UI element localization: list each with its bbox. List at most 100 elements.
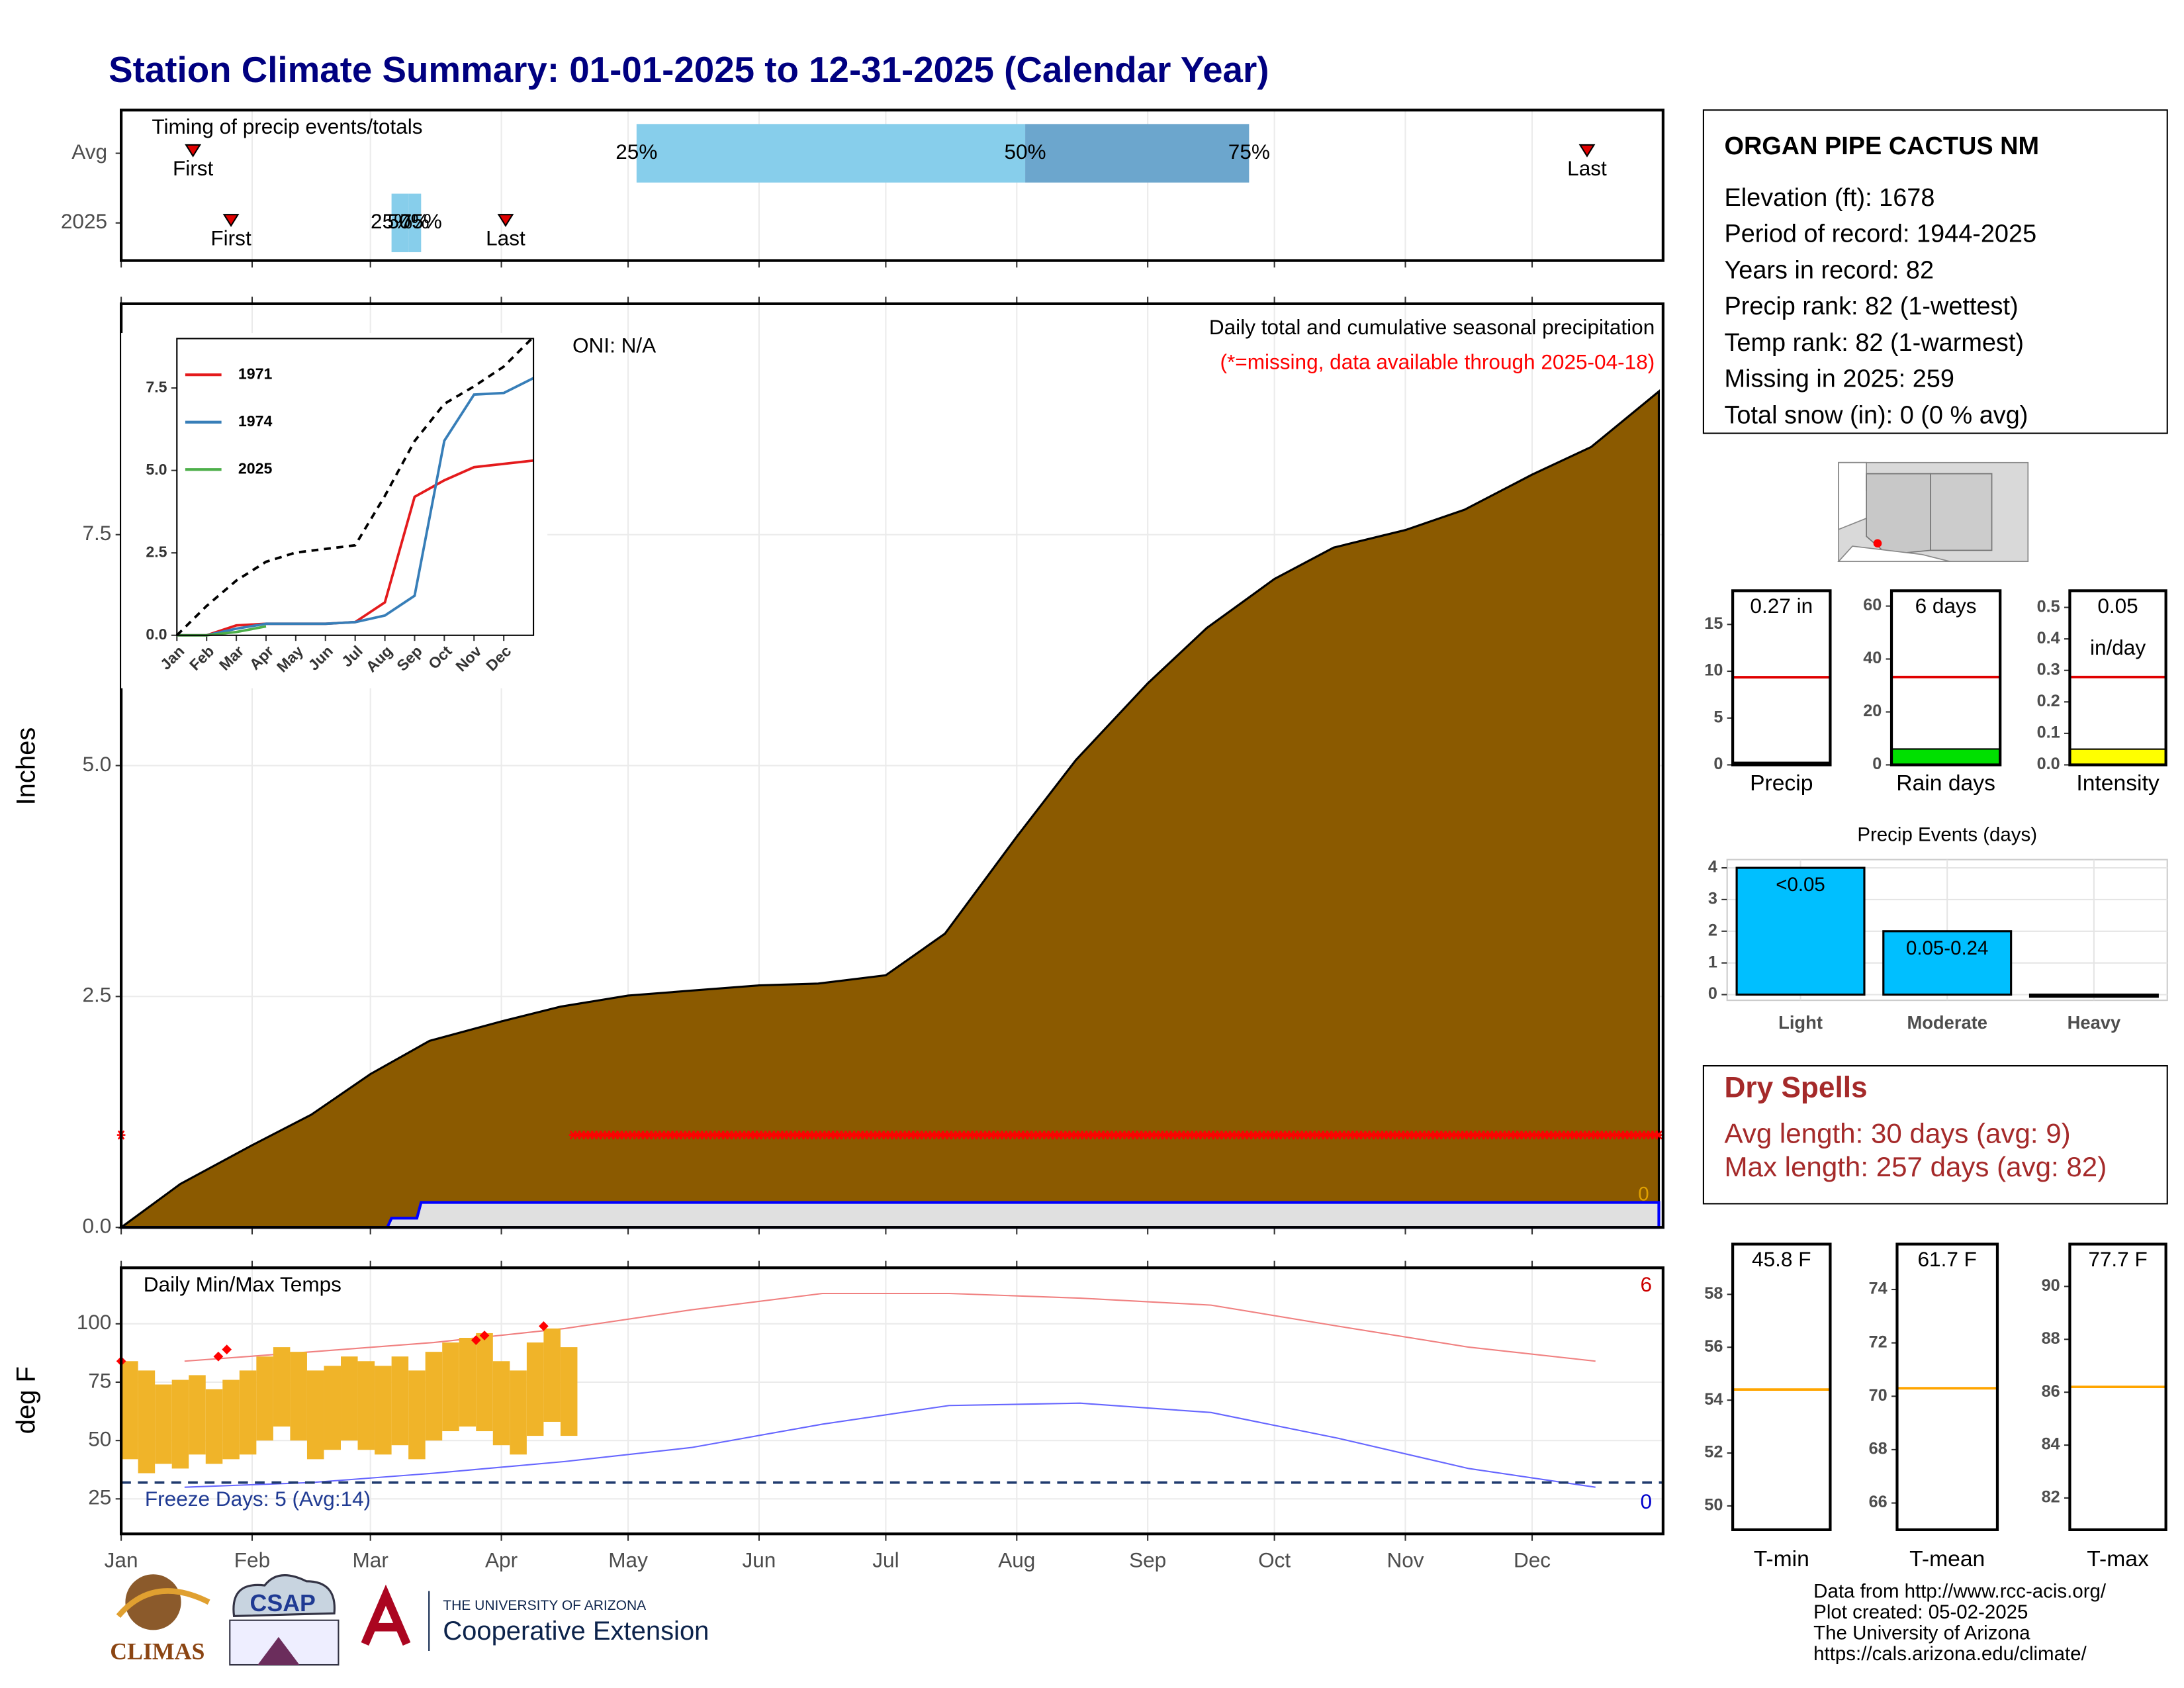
bar <box>1882 930 2013 996</box>
cumulative-area <box>118 389 1661 1229</box>
x-tick-label: Light <box>1778 1012 1823 1033</box>
x-tick-label: May <box>608 1548 648 1572</box>
y-tick-label: 20 <box>1863 702 1882 720</box>
temp-bar <box>222 1380 240 1460</box>
plot-frame <box>1731 589 1832 767</box>
plot-frame <box>2068 1243 2167 1531</box>
inset-frame <box>176 338 535 636</box>
annotation: ONI: N/A <box>572 333 656 357</box>
credit-line: The University of Arizona <box>1813 1622 2030 1644</box>
plot-frame <box>1895 1243 1999 1531</box>
record-marker <box>222 1344 232 1354</box>
avg-temp-line <box>184 1292 1596 1362</box>
y-tick-label: 15 <box>1704 614 1723 633</box>
x-axis-label: Intensity <box>2076 771 2160 796</box>
quantile-label: 75% <box>1228 140 1270 164</box>
quantile-label: 50% <box>1004 140 1046 164</box>
freeze-label: Freeze Days: 5 (Avg:14) <box>145 1487 371 1511</box>
quantile-bar <box>391 193 409 252</box>
panel-title: Precip Events (days) <box>1857 824 2037 846</box>
y-tick-label: 72 <box>1869 1333 1888 1351</box>
temp-bar <box>476 1333 493 1432</box>
y-tick-label: 0.2 <box>2037 692 2060 710</box>
temp-bar <box>324 1366 341 1450</box>
y-tick-label: 25 <box>88 1485 111 1509</box>
temp-bar <box>459 1338 477 1427</box>
y-tick-label: 52 <box>1704 1443 1723 1462</box>
ua-logo <box>361 1584 411 1646</box>
x-tick-label: Aug <box>998 1548 1035 1572</box>
quantile-bar <box>636 124 1026 183</box>
y-tick-label: 0.4 <box>2037 629 2060 647</box>
temp-bar <box>121 1361 138 1460</box>
y-tick-label: 0 <box>1708 984 1717 1003</box>
x-tick-label: Jul <box>872 1548 899 1572</box>
y-tick-label: 0.0 <box>2037 755 2060 773</box>
missing-marker <box>1655 1130 1663 1140</box>
temp-bar <box>492 1361 510 1446</box>
note: (*=missing, data available through 2025-… <box>1220 350 1655 374</box>
temp-bar <box>273 1347 291 1427</box>
info-line: Temp rank: 82 (1-warmest) <box>1724 329 2024 357</box>
range-label: <0.05 <box>1776 874 1825 896</box>
y-tick-label: 2 <box>1708 921 1717 939</box>
series-line <box>175 336 535 637</box>
y-tick-label: 88 <box>2042 1329 2060 1348</box>
credit-line: Data from http://www.rcc-acis.org/ <box>1813 1580 2107 1602</box>
y-tick-label: 5.0 <box>146 461 167 478</box>
value-label: 77.7 F <box>2088 1247 2147 1271</box>
station-dot <box>1873 539 1882 548</box>
quantile-bar <box>408 193 422 252</box>
plot-frame <box>1731 1243 1832 1531</box>
x-tick-label: Jun <box>742 1548 776 1572</box>
temp-bar <box>290 1352 307 1441</box>
legend-label: 1971 <box>238 365 273 382</box>
x-tick-label: Apr <box>485 1548 518 1572</box>
summary-bar <box>1890 748 2001 766</box>
info-line: Elevation (ft): 1678 <box>1724 184 1934 212</box>
y-tick-label: 82 <box>2042 1488 2060 1507</box>
csap-cloud <box>232 1574 336 1617</box>
y-tick-label: 60 <box>1863 596 1882 614</box>
logo-text: THE UNIVERSITY OF ARIZONA <box>443 1598 646 1613</box>
page-title: Station Climate Summary: 01-01-2025 to 1… <box>109 49 1269 90</box>
legend-label: 2025 <box>238 459 273 477</box>
y-tick-label: 7.5 <box>83 521 112 545</box>
y-tick-label: 0.0 <box>83 1214 112 1238</box>
temp-bar <box>155 1384 172 1464</box>
info-box <box>1702 109 2168 434</box>
y-tick-label: 68 <box>1869 1440 1888 1458</box>
climas-swoosh <box>116 1588 210 1618</box>
plot-frame <box>119 1266 1664 1536</box>
series-line <box>177 377 534 637</box>
timing-marker <box>1578 144 1596 158</box>
low-count: 0 <box>1640 1489 1652 1513</box>
temp-bar <box>442 1342 459 1432</box>
x-axis-label: T-min <box>1754 1547 1809 1571</box>
logo-text: Cooperative Extension <box>443 1617 709 1646</box>
station-name: ORGAN PIPE CACTUS NM <box>1724 132 2039 160</box>
csap-mountain <box>257 1636 300 1665</box>
map-mexico <box>1837 545 1950 563</box>
marker-label: First <box>173 156 214 180</box>
x-axis-label: T-mean <box>1909 1547 1985 1571</box>
y-tick-label: 7.5 <box>146 378 167 395</box>
y-axis-title: deg F <box>12 1366 41 1434</box>
temp-bar <box>205 1389 223 1464</box>
logos: CLIMAS CSAP THE UNIVERSITY OF ARIZONA Co… <box>110 1574 709 1666</box>
plot-frame <box>1889 589 2002 767</box>
x-tick-label: Heavy <box>2068 1012 2121 1033</box>
cumulative-line <box>121 1201 1661 1229</box>
y-tick-label: 1 <box>1708 953 1717 971</box>
logo-text: CLIMAS <box>110 1638 205 1664</box>
info-line: Total snow (in): 0 (0 % avg) <box>1724 401 2028 429</box>
high-count: 6 <box>1640 1272 1652 1296</box>
y-tick-label: 2.5 <box>146 543 167 560</box>
quantile-label: 75% <box>400 209 442 233</box>
temp-bar <box>306 1370 324 1460</box>
y-tick-label: 0.5 <box>2037 597 2060 616</box>
value-label: 0.05 <box>2097 594 2138 618</box>
temp-bar <box>543 1328 561 1422</box>
credit-line: Plot created: 05-02-2025 <box>1813 1601 2028 1623</box>
bar <box>1735 867 1866 996</box>
